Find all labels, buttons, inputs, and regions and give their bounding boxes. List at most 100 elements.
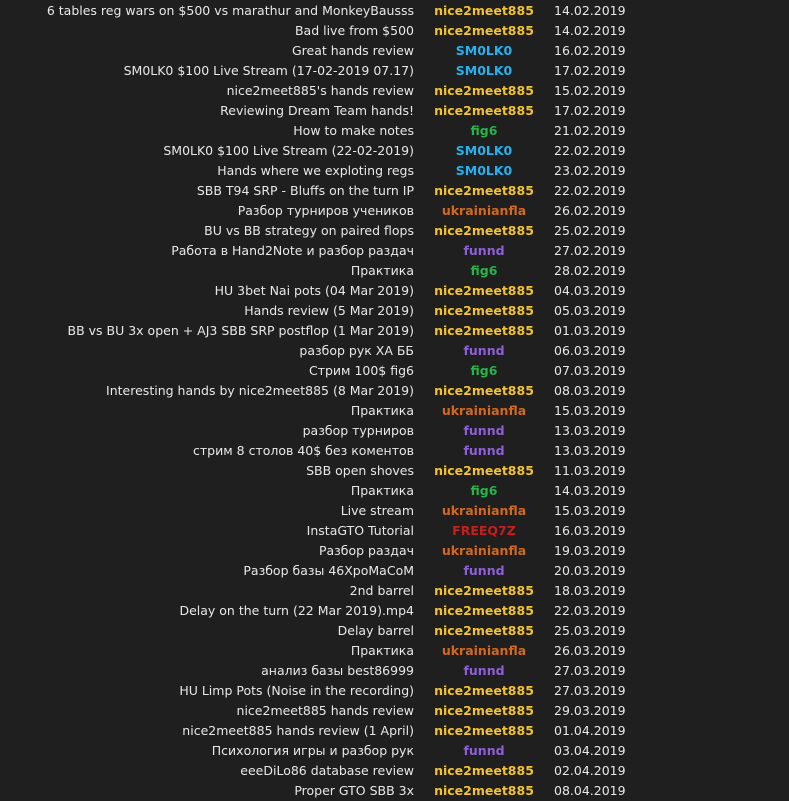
author-link[interactable]: nice2meet885 — [434, 603, 534, 618]
author-link[interactable]: ukrainianfla — [441, 203, 527, 218]
video-title-link[interactable]: HU Limp Pots (Noise in the recording) — [179, 683, 414, 698]
list-item: HU 3bet Nai pots (04 Mar 2019) nice2meet… — [0, 281, 789, 301]
video-title-link[interactable]: eeeDiLo86 database review — [240, 763, 414, 778]
author-link[interactable]: nice2meet885 — [434, 703, 534, 718]
video-title-link[interactable]: Разбор базы 46ХроМаСоМ — [243, 563, 414, 578]
video-title-link[interactable]: nice2meet885's hands review — [226, 83, 414, 98]
list-item: SM0LK0 $100 Live Stream (22-02-2019) SM0… — [0, 141, 789, 161]
video-title-link[interactable]: Разбор раздач — [318, 543, 414, 558]
video-title-link[interactable]: SBB T94 SRP - Bluffs on the turn IP — [196, 183, 414, 198]
author-link[interactable]: funnd — [463, 343, 505, 358]
author-link[interactable]: nice2meet885 — [434, 683, 534, 698]
video-date: 15.03.2019 — [554, 403, 626, 418]
video-title-link[interactable]: Interesting hands by nice2meet885 (8 Mar… — [106, 383, 414, 398]
video-title-link[interactable]: SBB open shoves — [306, 463, 414, 478]
author-link[interactable]: nice2meet885 — [434, 783, 534, 798]
author-link[interactable]: nice2meet885 — [434, 763, 534, 778]
author-link[interactable]: fig6 — [470, 363, 498, 378]
author-link[interactable]: nice2meet885 — [434, 283, 534, 298]
video-title-link[interactable]: Практика — [350, 263, 414, 278]
author-link[interactable]: funnd — [463, 443, 505, 458]
video-title-link[interactable]: SM0LK0 $100 Live Stream (17-02-2019 07.1… — [123, 63, 414, 78]
video-date: 22.02.2019 — [554, 143, 626, 158]
video-title-link[interactable]: nice2meet885 hands review (1 April) — [182, 723, 414, 738]
author-link[interactable]: funnd — [463, 743, 505, 758]
video-title-link[interactable]: Практика — [350, 403, 414, 418]
author-link[interactable]: funnd — [463, 663, 505, 678]
list-item: анализ базы best86999 funnd 27.03.2019 — [0, 661, 789, 681]
author-link[interactable]: fig6 — [470, 263, 498, 278]
video-date: 05.03.2019 — [554, 303, 626, 318]
list-item: Proper GTO SBB 3x nice2meet885 08.04.201… — [0, 781, 789, 801]
author-link[interactable]: fig6 — [470, 483, 498, 498]
video-title-link[interactable]: nice2meet885 hands review — [236, 703, 414, 718]
video-title-link[interactable]: разбор турниров — [302, 423, 414, 438]
list-item: Практика fig6 28.02.2019 — [0, 261, 789, 281]
author-link[interactable]: nice2meet885 — [434, 723, 534, 738]
video-title-link[interactable]: Delay barrel — [337, 623, 414, 638]
video-title-link[interactable]: Great hands review — [291, 43, 414, 58]
video-title-link[interactable]: 6 tables reg wars on $500 vs marathur an… — [46, 3, 414, 18]
video-title-link[interactable]: Практика — [350, 643, 414, 658]
video-title-link[interactable]: How to make notes — [293, 123, 414, 138]
author-link[interactable]: nice2meet885 — [434, 323, 534, 338]
video-title-link[interactable]: разбор рук ХА ББ — [299, 343, 414, 358]
author-link[interactable]: nice2meet885 — [434, 463, 534, 478]
author-link[interactable]: fig6 — [470, 123, 498, 138]
list-item: разбор рук ХА ББ funnd 06.03.2019 — [0, 341, 789, 361]
author-link[interactable]: ukrainianfla — [441, 543, 527, 558]
author-link[interactable]: nice2meet885 — [434, 3, 534, 18]
video-title-link[interactable]: Hands where we exploting regs — [217, 163, 414, 178]
video-date: 23.02.2019 — [554, 163, 626, 178]
video-title-link[interactable]: BU vs BB strategy on paired flops — [204, 223, 414, 238]
author-link[interactable]: ukrainianfla — [441, 403, 527, 418]
video-title-link[interactable]: 2nd barrel — [349, 583, 414, 598]
video-title-link[interactable]: Proper GTO SBB 3x — [294, 783, 414, 798]
video-date: 14.02.2019 — [554, 23, 626, 38]
video-date: 08.04.2019 — [554, 783, 626, 798]
author-link[interactable]: nice2meet885 — [434, 223, 534, 238]
video-title-link[interactable]: Bad live from $500 — [294, 23, 414, 38]
author-link[interactable]: nice2meet885 — [434, 623, 534, 638]
video-date: 15.03.2019 — [554, 503, 626, 518]
video-title-link[interactable]: Delay on the turn (22 Mar 2019).mp4 — [179, 603, 414, 618]
author-link[interactable]: nice2meet885 — [434, 183, 534, 198]
author-link[interactable]: FREEQ7Z — [452, 523, 516, 538]
author-link[interactable]: funnd — [463, 563, 505, 578]
list-item: BB vs BU 3x open + AJ3 SBB SRP postflop … — [0, 321, 789, 341]
video-date: 14.03.2019 — [554, 483, 626, 498]
video-title-link[interactable]: Психология игры и разбор рук — [211, 743, 414, 758]
video-title-link[interactable]: Reviewing Dream Team hands! — [220, 103, 414, 118]
video-date: 13.03.2019 — [554, 423, 626, 438]
video-title-link[interactable]: Live stream — [340, 503, 414, 518]
video-title-link[interactable]: SM0LK0 $100 Live Stream (22-02-2019) — [163, 143, 414, 158]
list-item: Работа в Hand2Note и разбор раздач funnd… — [0, 241, 789, 261]
video-title-link[interactable]: BB vs BU 3x open + AJ3 SBB SRP postflop … — [67, 323, 414, 338]
author-link[interactable]: nice2meet885 — [434, 83, 534, 98]
author-link[interactable]: SM0LK0 — [455, 143, 513, 158]
video-title-link[interactable]: HU 3bet Nai pots (04 Mar 2019) — [214, 283, 414, 298]
author-link[interactable]: nice2meet885 — [434, 23, 534, 38]
video-title-link[interactable]: Разбор турниров учеников — [237, 203, 414, 218]
author-link[interactable]: SM0LK0 — [455, 63, 513, 78]
author-link[interactable]: ukrainianfla — [441, 643, 527, 658]
video-date: 17.02.2019 — [554, 103, 626, 118]
video-title-link[interactable]: Работа в Hand2Note и разбор раздач — [171, 243, 414, 258]
author-link[interactable]: nice2meet885 — [434, 383, 534, 398]
author-link[interactable]: funnd — [463, 243, 505, 258]
author-link[interactable]: nice2meet885 — [434, 303, 534, 318]
author-link[interactable]: nice2meet885 — [434, 103, 534, 118]
author-link[interactable]: SM0LK0 — [455, 43, 513, 58]
video-title-link[interactable]: InstaGTO Tutorial — [306, 523, 414, 538]
author-link[interactable]: funnd — [463, 423, 505, 438]
author-link[interactable]: SM0LK0 — [455, 163, 513, 178]
author-link[interactable]: ukrainianfla — [441, 503, 527, 518]
video-title-link[interactable]: стрим 8 столов 40$ без коментов — [193, 443, 414, 458]
author-link[interactable]: nice2meet885 — [434, 583, 534, 598]
video-title-link[interactable]: Hands review (5 Mar 2019) — [244, 303, 414, 318]
video-title-link[interactable]: Стрим 100$ fig6 — [308, 363, 414, 378]
video-title-link[interactable]: анализ базы best86999 — [261, 663, 414, 678]
video-title-link[interactable]: Практика — [350, 483, 414, 498]
video-date: 07.03.2019 — [554, 363, 626, 378]
